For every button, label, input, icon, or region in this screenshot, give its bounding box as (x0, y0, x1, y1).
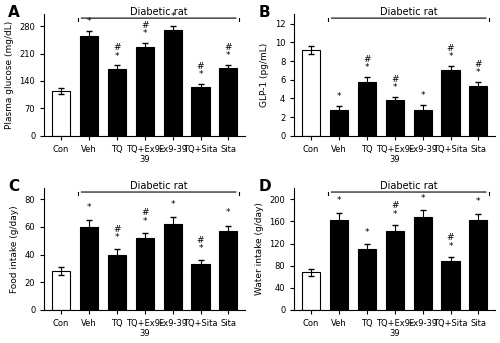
Text: #
*: # * (141, 208, 148, 226)
Bar (52, 271, 70, 310)
Text: #
*: # * (391, 75, 398, 92)
Bar (386, 100, 404, 136)
Text: *: * (336, 197, 341, 205)
Bar (136, 238, 154, 310)
Text: C: C (8, 179, 20, 194)
Bar (358, 82, 376, 136)
Text: *: * (86, 17, 91, 26)
Text: Diabetic rat: Diabetic rat (130, 7, 188, 17)
Text: #
*: # * (447, 233, 454, 251)
Y-axis label: Water intake (g/day): Water intake (g/day) (255, 203, 264, 295)
Bar (442, 261, 460, 310)
Bar (330, 110, 348, 136)
Text: *: * (420, 91, 425, 100)
Bar (80, 227, 98, 310)
Bar (358, 249, 376, 310)
Bar (442, 70, 460, 136)
Bar (302, 50, 320, 136)
Bar (80, 36, 98, 136)
Bar (108, 255, 126, 310)
Text: #
*: # * (197, 236, 204, 253)
Bar (470, 221, 488, 310)
Text: #
*: # * (391, 201, 398, 219)
Text: Diabetic rat: Diabetic rat (380, 7, 438, 17)
Text: #
*: # * (113, 43, 120, 61)
Text: B: B (258, 5, 270, 20)
Bar (164, 224, 182, 310)
Text: *: * (364, 228, 369, 237)
Bar (414, 110, 432, 136)
Y-axis label: GLP-1 (pg/mL): GLP-1 (pg/mL) (260, 43, 269, 107)
Bar (220, 69, 238, 136)
Text: A: A (8, 5, 20, 20)
Y-axis label: Food intake (g/day): Food intake (g/day) (10, 205, 19, 293)
Y-axis label: Plasma glucose (mg/dL): Plasma glucose (mg/dL) (5, 21, 14, 129)
Text: *: * (476, 197, 480, 206)
Bar (192, 264, 210, 310)
Bar (108, 69, 126, 136)
Text: #
*: # * (363, 55, 370, 72)
Bar (220, 231, 238, 310)
Text: *: * (170, 12, 175, 21)
Bar (52, 91, 70, 136)
Bar (414, 217, 432, 310)
Text: Diabetic rat: Diabetic rat (130, 181, 188, 191)
Bar (470, 86, 488, 136)
Text: *: * (86, 203, 91, 212)
Text: *: * (336, 92, 341, 101)
Text: #
*: # * (447, 44, 454, 61)
Bar (192, 87, 210, 136)
Text: D: D (258, 179, 271, 194)
Text: #
*: # * (224, 43, 232, 60)
Text: #
*: # * (113, 225, 120, 242)
Bar (330, 220, 348, 310)
Bar (386, 231, 404, 310)
Text: #
*: # * (197, 62, 204, 79)
Text: #
*: # * (474, 60, 482, 77)
Bar (164, 30, 182, 136)
Text: *: * (420, 194, 425, 203)
Text: *: * (226, 208, 230, 217)
Bar (302, 272, 320, 310)
Text: *: * (170, 200, 175, 209)
Text: #
*: # * (141, 21, 148, 38)
Bar (136, 47, 154, 136)
Text: Diabetic rat: Diabetic rat (380, 181, 438, 191)
